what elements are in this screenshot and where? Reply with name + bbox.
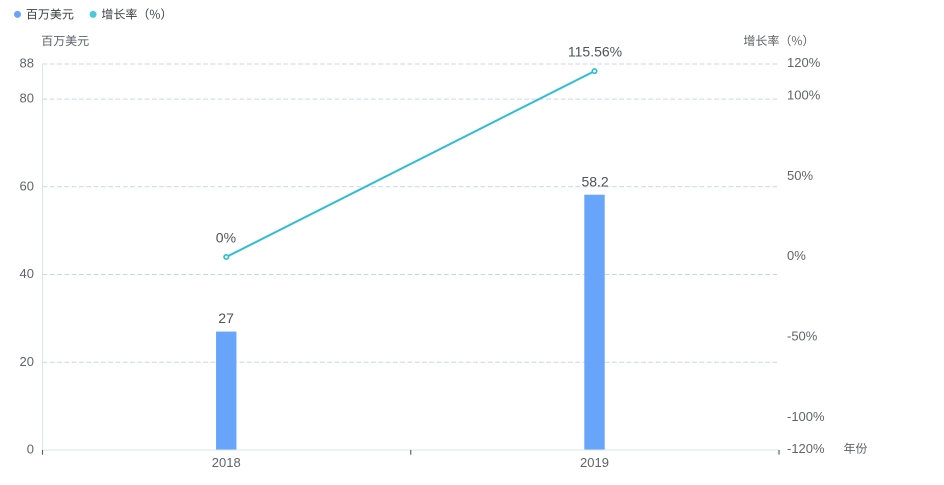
svg-text:-50%: -50% (787, 329, 818, 344)
svg-text:0%: 0% (787, 248, 806, 263)
svg-text:27: 27 (218, 310, 234, 326)
svg-text:2018: 2018 (212, 455, 241, 470)
svg-text:0%: 0% (216, 230, 236, 246)
svg-text:20: 20 (20, 354, 34, 369)
svg-text:-100%: -100% (787, 409, 825, 424)
svg-text:60: 60 (20, 178, 34, 193)
svg-text:58.2: 58.2 (581, 173, 608, 189)
svg-text:115.56%: 115.56% (568, 44, 622, 60)
svg-text:88: 88 (20, 55, 34, 70)
svg-text:100%: 100% (787, 87, 821, 102)
svg-text:80: 80 (20, 91, 34, 106)
svg-text:120%: 120% (787, 55, 821, 70)
svg-text:-120%: -120% (787, 441, 825, 456)
svg-text:2019: 2019 (580, 455, 609, 470)
svg-text:50%: 50% (787, 168, 813, 183)
svg-text:40: 40 (20, 266, 34, 281)
svg-text:0: 0 (27, 441, 34, 456)
